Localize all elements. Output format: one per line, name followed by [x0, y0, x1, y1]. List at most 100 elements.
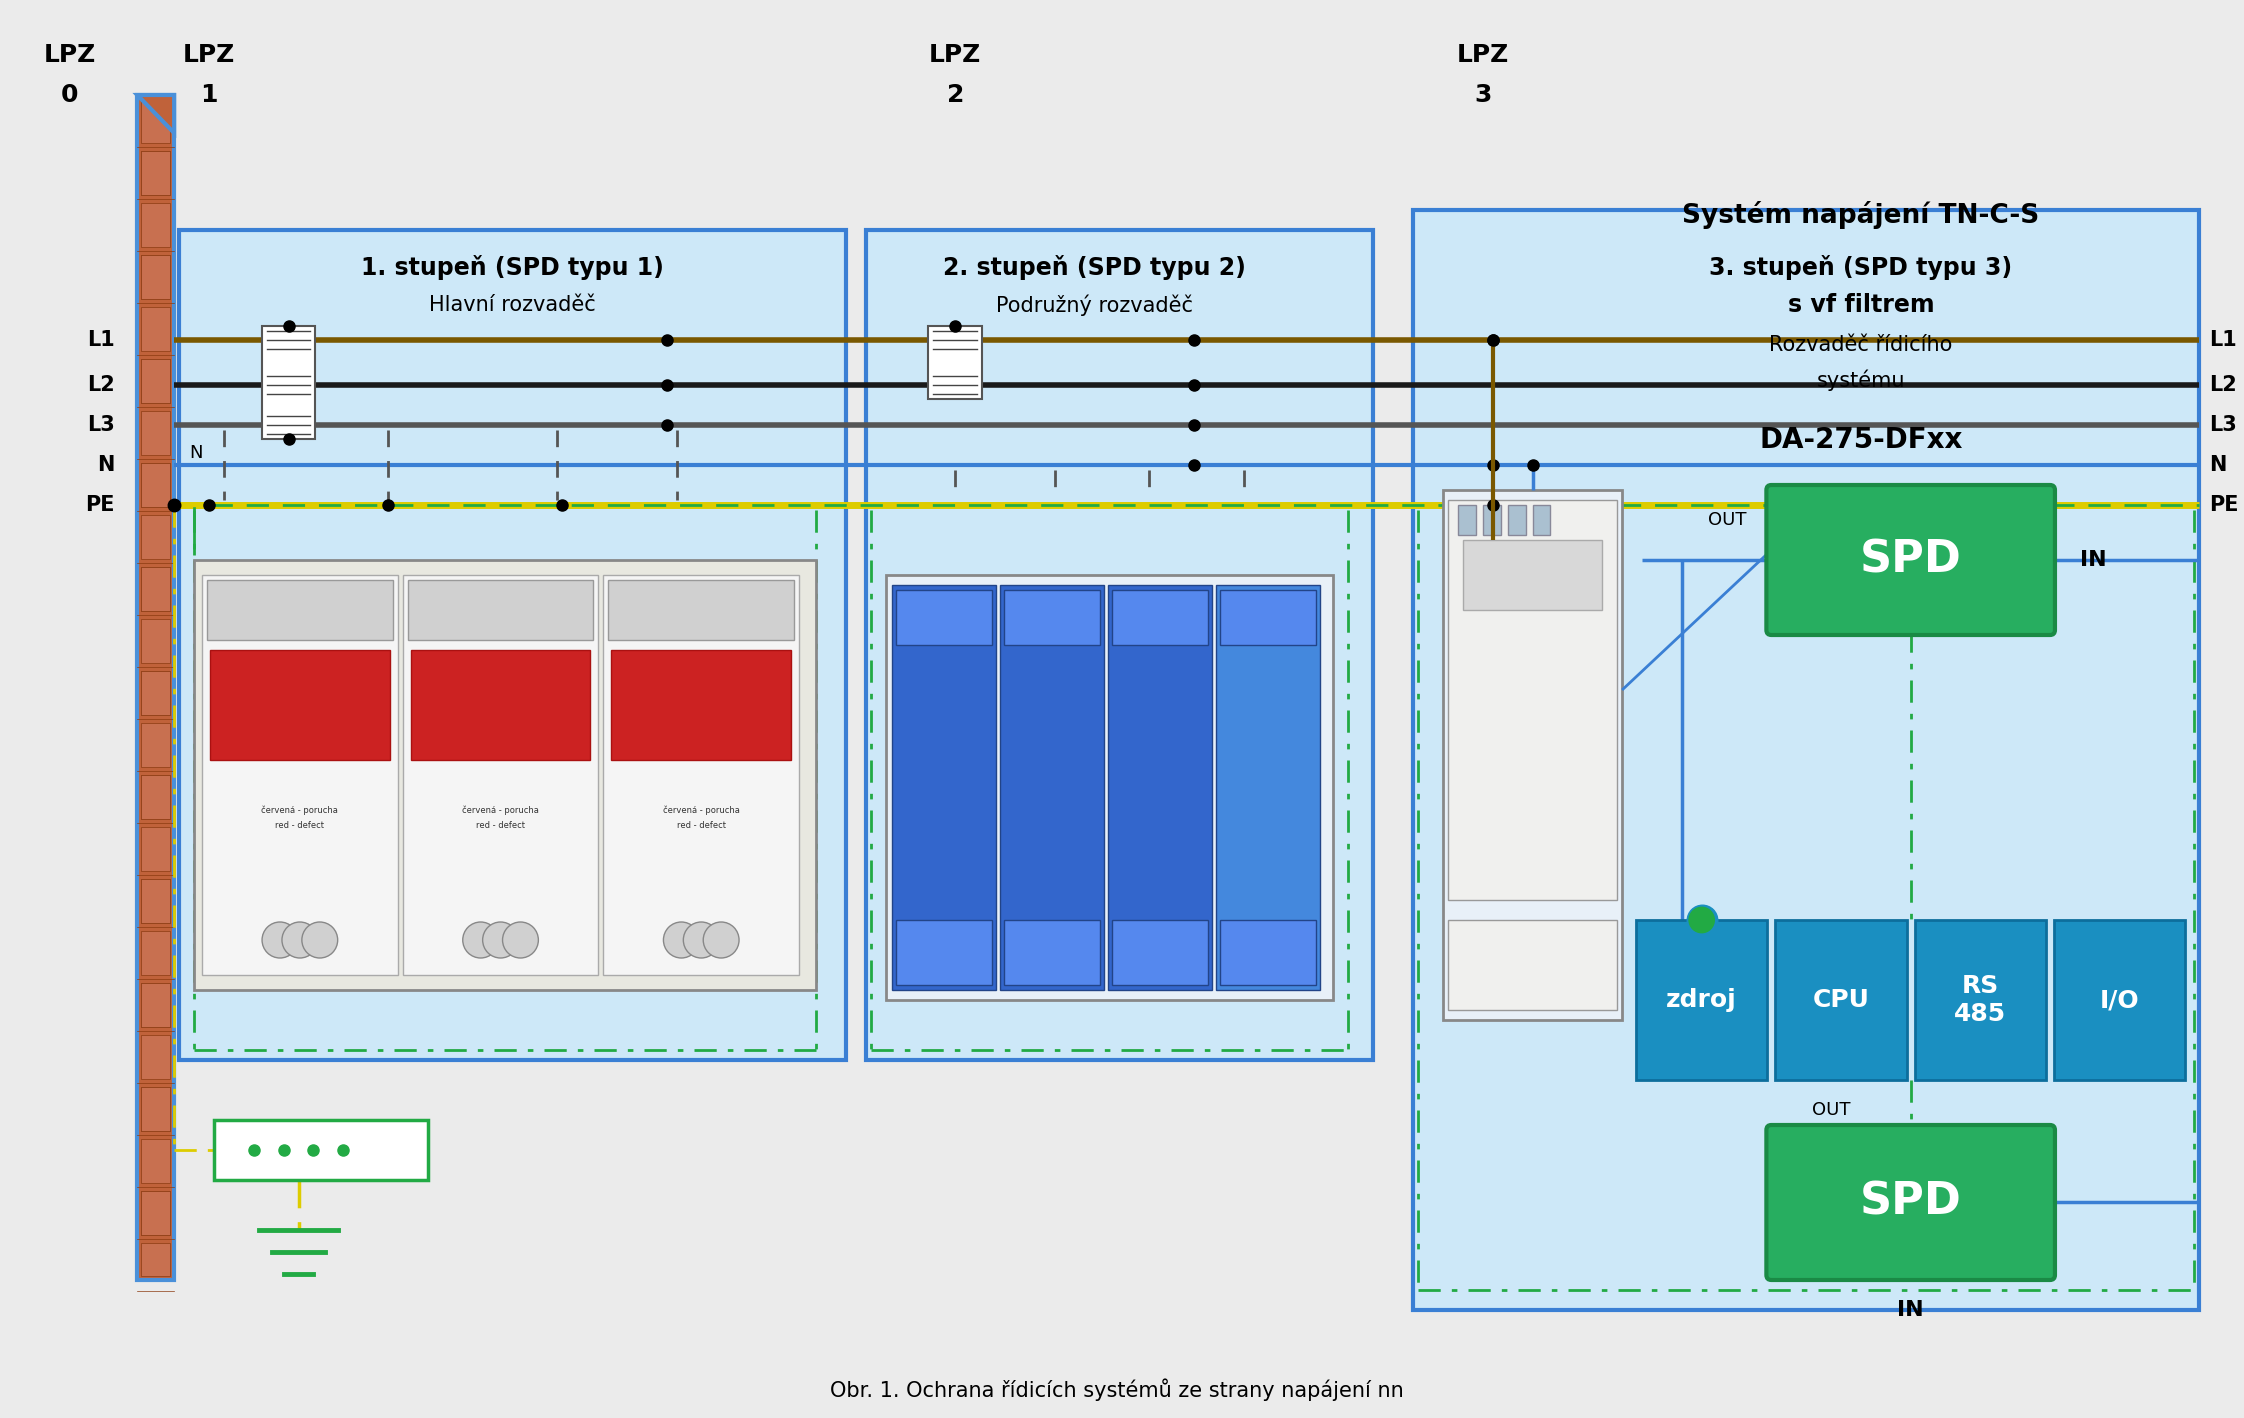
Text: Rozvaděč řídicího: Rozvaděč řídicího [1768, 335, 1952, 354]
Bar [1111, 920, 1207, 986]
Circle shape [303, 922, 337, 959]
Text: SPD: SPD [1860, 1181, 1961, 1224]
Bar [141, 203, 171, 247]
Circle shape [482, 922, 518, 959]
Text: Obr. 1. Ochrana řídicích systémů ze strany napájení nn: Obr. 1. Ochrana řídicích systémů ze stra… [830, 1378, 1402, 1401]
Circle shape [1690, 908, 1714, 932]
Text: Podružný rozvaděč: Podružný rozvaděč [996, 295, 1194, 316]
Bar [141, 1088, 171, 1132]
Bar [141, 255, 171, 299]
Bar [1443, 491, 1622, 1020]
Bar [408, 580, 592, 640]
Bar [1463, 540, 1602, 610]
Bar [141, 255, 171, 299]
Text: PE: PE [85, 495, 114, 515]
Bar [141, 150, 171, 196]
Bar [1003, 590, 1100, 645]
Circle shape [684, 922, 718, 959]
Bar [263, 326, 316, 440]
Bar [141, 150, 171, 196]
Bar [999, 586, 1104, 990]
Text: OUT: OUT [1811, 1100, 1851, 1119]
Bar [141, 932, 171, 976]
Text: red - defect: red - defect [276, 821, 325, 830]
Bar [141, 359, 171, 403]
Bar [141, 1088, 171, 1132]
Bar [213, 1120, 429, 1180]
Bar [895, 590, 992, 645]
Text: 1. stupeň (SPD typu 1): 1. stupeň (SPD typu 1) [361, 255, 664, 281]
Bar [141, 827, 171, 871]
Bar [141, 620, 171, 664]
Text: 0: 0 [61, 84, 79, 106]
Text: N: N [2208, 455, 2226, 475]
Text: L2: L2 [88, 374, 114, 396]
Text: N: N [188, 444, 202, 462]
FancyBboxPatch shape [1766, 485, 2056, 635]
Circle shape [283, 922, 319, 959]
Text: 1: 1 [200, 84, 218, 106]
FancyBboxPatch shape [1766, 1124, 2056, 1280]
Bar [610, 649, 792, 760]
Bar [1216, 586, 1319, 990]
Text: CPU: CPU [1813, 988, 1869, 1012]
Text: červená - porucha: červená - porucha [462, 805, 539, 815]
Bar [1109, 586, 1212, 990]
Bar [141, 983, 171, 1027]
Text: LPZ: LPZ [182, 43, 236, 67]
Bar [141, 464, 171, 508]
Circle shape [664, 922, 700, 959]
Text: red - defect: red - defect [476, 821, 525, 830]
Bar [141, 879, 171, 923]
Text: zdroj: zdroj [1667, 988, 1737, 1012]
Bar [1447, 501, 1618, 900]
Bar [1459, 505, 1477, 535]
Bar [1414, 210, 2199, 1310]
Bar [141, 99, 171, 143]
Circle shape [702, 922, 738, 959]
Polygon shape [137, 95, 175, 133]
Bar [141, 1244, 171, 1276]
Bar [141, 671, 171, 715]
Bar [866, 230, 1373, 1061]
Bar [2053, 920, 2186, 1081]
Bar [211, 649, 390, 760]
Bar [193, 560, 817, 990]
Text: RS
485: RS 485 [1955, 974, 2006, 1025]
Bar [141, 411, 171, 455]
Bar [1636, 920, 1768, 1081]
Text: IN: IN [1898, 1300, 1923, 1320]
Circle shape [462, 922, 498, 959]
Bar [604, 576, 799, 976]
Text: 3. stupeň (SPD typu 3): 3. stupeň (SPD typu 3) [1710, 255, 2013, 281]
Text: 2: 2 [947, 84, 965, 106]
Bar [929, 326, 983, 398]
Bar [1775, 920, 1907, 1081]
Text: DA-275-DFxx: DA-275-DFxx [1759, 425, 1964, 454]
Bar [1914, 920, 2047, 1081]
Text: L1: L1 [88, 330, 114, 350]
Bar [141, 879, 171, 923]
Text: systému: systému [1818, 369, 1905, 391]
Bar [1003, 920, 1100, 986]
Text: L3: L3 [2208, 415, 2237, 435]
Text: LPZ: LPZ [929, 43, 981, 67]
Text: PE: PE [2208, 495, 2240, 515]
Bar [1508, 505, 1526, 535]
Bar [141, 723, 171, 767]
Text: 3: 3 [1474, 84, 1492, 106]
Circle shape [503, 922, 539, 959]
Text: červená - porucha: červená - porucha [263, 805, 339, 815]
Text: N: N [96, 455, 114, 475]
Text: L3: L3 [88, 415, 114, 435]
Bar [141, 776, 171, 820]
Bar [141, 776, 171, 820]
Text: L2: L2 [2208, 374, 2237, 396]
Text: Hlavní rozvaděč: Hlavní rozvaděč [429, 295, 597, 315]
Text: I/O: I/O [2100, 988, 2139, 1012]
Bar [141, 567, 171, 611]
Bar [141, 464, 171, 508]
Bar [1483, 505, 1501, 535]
Bar [1533, 505, 1551, 535]
Text: IN: IN [2080, 550, 2107, 570]
